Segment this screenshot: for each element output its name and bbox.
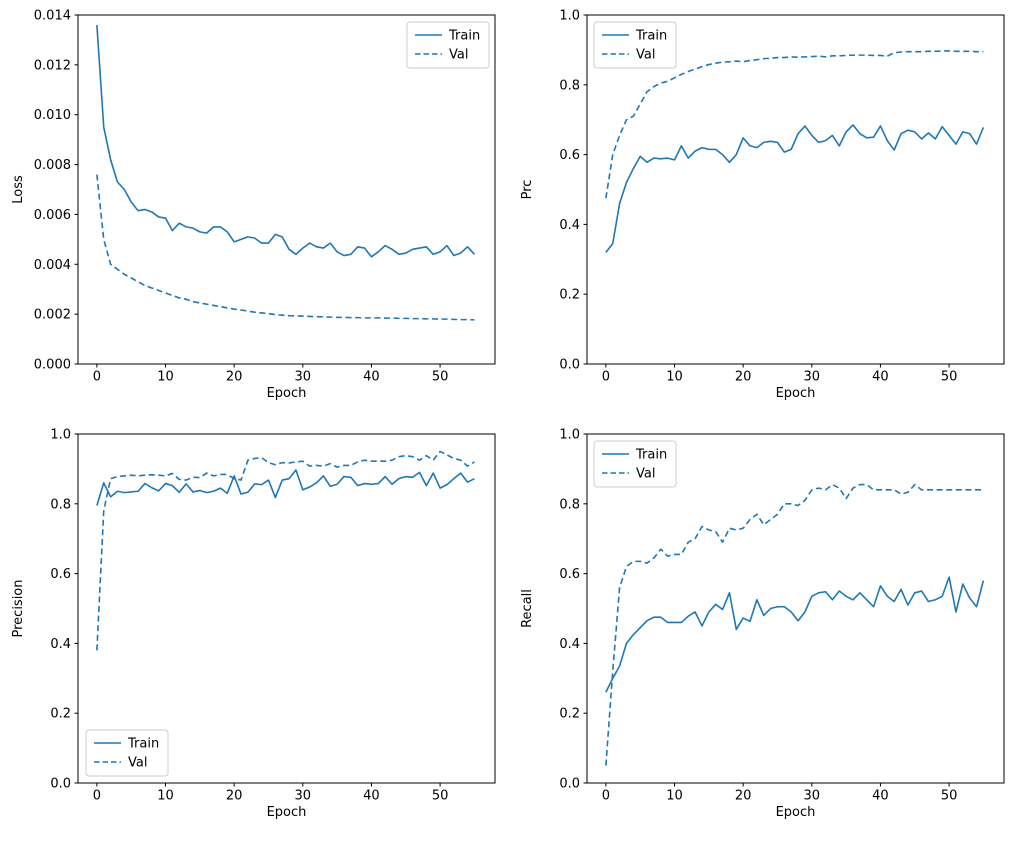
recall-train-line xyxy=(605,576,985,693)
prc-train-line xyxy=(605,124,985,253)
recall-legend: Train Val xyxy=(593,440,677,488)
recall-legend-box xyxy=(593,440,677,488)
subplot-precision: 0 10 20 30 40 50 0.0 0.2 0.4 0.6 0.8 1.0 Epoch Precis… xyxy=(0,419,509,838)
precision-x-tick-label: 30 xyxy=(295,789,312,804)
loss-ylabel: Loss xyxy=(11,175,26,204)
recall-val-line xyxy=(605,483,984,766)
loss-y-tick-label: 0.002 xyxy=(34,308,71,323)
precision-legend-label-val: Val xyxy=(128,756,147,771)
subplot-loss: 0 10 20 30 40 50 0.000 0.002 0.004 0.006 0.008 0.01… xyxy=(0,0,509,419)
recall-x-tick-label: 0 xyxy=(602,789,610,804)
recall-xlabel: Epoch xyxy=(776,805,816,820)
precision-val-line xyxy=(96,450,475,651)
prc-y-tick-label: 0.2 xyxy=(559,288,580,303)
loss-y-tick-label: 0.008 xyxy=(34,158,71,173)
prc-xlabel: Epoch xyxy=(776,386,816,401)
precision-y-tick-label: 0.8 xyxy=(50,497,71,512)
prc-x-tick-label: 30 xyxy=(804,370,821,385)
prc-x-tick-label: 10 xyxy=(666,370,683,385)
precision-x-tick-label: 40 xyxy=(363,789,380,804)
prc-x-tick-label: 20 xyxy=(735,370,752,385)
prc-ylabel: Prc xyxy=(520,180,535,200)
prc-val-line xyxy=(605,50,984,199)
recall-y-tick-label: 0.6 xyxy=(559,567,580,582)
prc-y-tick-label: 0.8 xyxy=(559,78,580,93)
precision-x-tick-label: 10 xyxy=(157,789,174,804)
loss-train-line xyxy=(96,24,475,258)
loss-y-tick-label: 0.006 xyxy=(34,208,71,223)
loss-chart: 0 10 20 30 40 50 0.000 0.002 0.004 0.006 0.008 0.01… xyxy=(11,9,496,401)
prc-legend-label-train: Train xyxy=(635,29,667,44)
recall-y-tick-label: 0.2 xyxy=(559,707,580,722)
precision-y-tick-label: 0.4 xyxy=(50,637,71,652)
prc-legend-label-val: Val xyxy=(636,48,655,63)
loss-y-tick-label: 0.014 xyxy=(34,9,71,24)
precision-chart: 0 10 20 30 40 50 0.0 0.2 0.4 0.6 0.8 1.0 Epoch Precis… xyxy=(11,428,496,820)
prc-axes-frame xyxy=(586,14,1005,365)
precision-y-tick-label: 0.0 xyxy=(50,777,71,792)
recall-y-tick-label: 1.0 xyxy=(559,428,580,443)
prc-y-tick-label: 1.0 xyxy=(559,9,580,24)
precision-legend: Train Val xyxy=(85,729,169,777)
recall-chart: 0 10 20 30 40 50 0.0 0.2 0.4 0.6 0.8 1.0 Epoch Recall… xyxy=(520,428,1005,820)
loss-val-line xyxy=(96,174,475,321)
loss-y-tick-label: 0.004 xyxy=(34,258,71,273)
recall-y-tick-label: 0.0 xyxy=(559,777,580,792)
precision-ylabel: Precision xyxy=(11,579,26,637)
prc-y-tick-label: 0.6 xyxy=(559,148,580,163)
prc-x-tick-label: 0 xyxy=(602,370,610,385)
loss-legend-label-train: Train xyxy=(448,29,480,44)
precision-x-tick-label: 0 xyxy=(93,789,101,804)
recall-legend-label-train: Train xyxy=(635,448,667,463)
precision-y-tick-label: 0.2 xyxy=(50,707,71,722)
loss-x-tick-label: 40 xyxy=(363,370,380,385)
subplot-recall: 0 10 20 30 40 50 0.0 0.2 0.4 0.6 0.8 1.0 Epoch Recall… xyxy=(509,419,1018,838)
loss-axes-frame xyxy=(77,14,496,365)
loss-x-tick-label: 20 xyxy=(226,370,243,385)
recall-x-tick-label: 20 xyxy=(735,789,752,804)
recall-y-tick-label: 0.8 xyxy=(559,497,580,512)
prc-x-tick-label: 50 xyxy=(941,370,958,385)
prc-legend: Train Val xyxy=(593,21,677,69)
loss-y-tick-label: 0.000 xyxy=(34,358,71,373)
loss-x-tick-label: 0 xyxy=(93,370,101,385)
loss-legend-label-val: Val xyxy=(449,48,468,63)
loss-legend: Train Val xyxy=(406,21,490,69)
loss-xlabel: Epoch xyxy=(267,386,307,401)
precision-train-line xyxy=(96,469,475,506)
loss-y-tick-label: 0.010 xyxy=(34,108,71,123)
precision-x-tick-label: 50 xyxy=(432,789,449,804)
prc-x-tick-label: 40 xyxy=(872,370,889,385)
loss-x-tick-label: 30 xyxy=(295,370,312,385)
precision-legend-box xyxy=(85,729,169,777)
recall-x-tick-label: 40 xyxy=(872,789,889,804)
prc-legend-box xyxy=(593,21,677,69)
recall-y-tick-label: 0.4 xyxy=(559,637,580,652)
recall-x-tick-label: 50 xyxy=(941,789,958,804)
loss-x-tick-label: 10 xyxy=(157,370,174,385)
precision-axes-frame xyxy=(77,433,496,784)
prc-y-tick-label: 0.0 xyxy=(559,358,580,373)
prc-y-tick-label: 0.4 xyxy=(559,218,580,233)
loss-y-tick-label: 0.012 xyxy=(34,58,71,73)
precision-xlabel: Epoch xyxy=(267,805,307,820)
loss-legend-box xyxy=(406,21,490,69)
recall-x-tick-label: 30 xyxy=(804,789,821,804)
precision-y-tick-label: 0.6 xyxy=(50,567,71,582)
subplot-prc: 0 10 20 30 40 50 0.0 0.2 0.4 0.6 0.8 1.0 Epoch Prc Tra… xyxy=(509,0,1018,419)
recall-legend-label-val: Val xyxy=(636,467,655,482)
precision-x-tick-label: 20 xyxy=(226,789,243,804)
loss-x-tick-label: 50 xyxy=(432,370,449,385)
prc-chart: 0 10 20 30 40 50 0.0 0.2 0.4 0.6 0.8 1.0 Epoch Prc Tra… xyxy=(520,9,1005,401)
recall-axes-frame xyxy=(586,433,1005,784)
precision-y-tick-label: 1.0 xyxy=(50,428,71,443)
precision-legend-label-train: Train xyxy=(127,737,159,752)
recall-ylabel: Recall xyxy=(520,589,535,628)
recall-x-tick-label: 10 xyxy=(666,789,683,804)
